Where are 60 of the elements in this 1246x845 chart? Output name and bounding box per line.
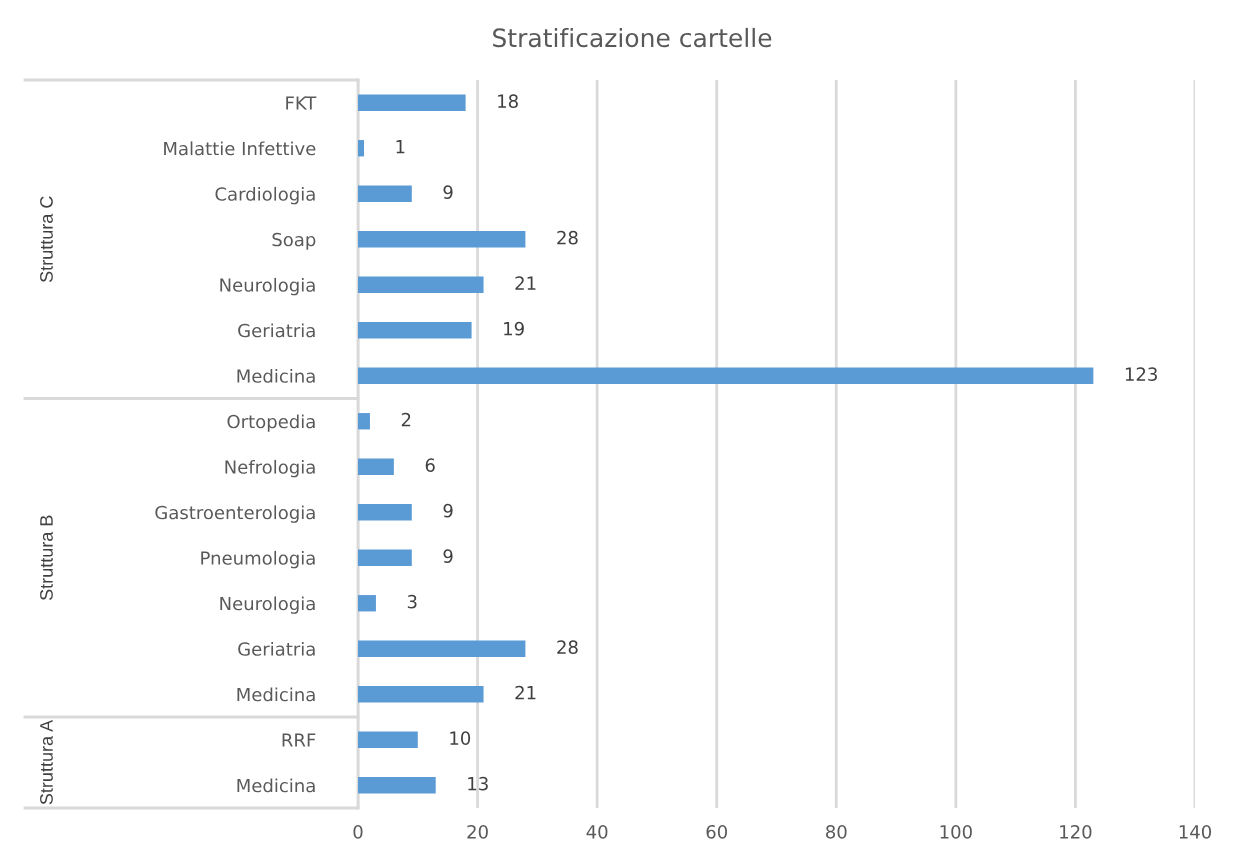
bar bbox=[358, 140, 364, 157]
y-tick-label: Medicina bbox=[237, 687, 315, 702]
y-tick-label: Cardiologia bbox=[215, 186, 315, 205]
bar bbox=[358, 367, 1094, 384]
data-label: 6 bbox=[425, 458, 435, 472]
y-tick-label: FKT bbox=[286, 96, 317, 110]
bar bbox=[358, 549, 412, 566]
chart-title: Stratificazione cartelle bbox=[493, 27, 772, 48]
y-tick-label: Pneumologia bbox=[201, 550, 315, 569]
y-tick-label: Gastroenterologia bbox=[155, 505, 315, 523]
x-tick-label: 0 bbox=[353, 824, 363, 839]
data-label: 21 bbox=[515, 685, 536, 700]
y-tick-label: Medicina bbox=[237, 778, 315, 793]
data-label: 10 bbox=[450, 731, 471, 745]
bar bbox=[358, 94, 466, 111]
data-label: 1 bbox=[396, 140, 405, 154]
bar bbox=[358, 504, 412, 521]
y-tick-label: Geriatria bbox=[238, 641, 315, 656]
data-label: 9 bbox=[443, 185, 453, 199]
bar bbox=[358, 595, 376, 612]
data-label: 18 bbox=[498, 94, 518, 108]
y-tick-label: Geriatria bbox=[238, 323, 315, 338]
x-tick-label: 80 bbox=[826, 824, 847, 839]
data-label: 13 bbox=[468, 776, 488, 791]
y-tick-label: Neurologia bbox=[220, 596, 315, 614]
bar bbox=[358, 413, 370, 430]
data-label: 28 bbox=[557, 230, 578, 245]
text: Struttura B bbox=[40, 515, 53, 601]
y-tick-label: Malattie Infettive bbox=[164, 141, 316, 156]
bar bbox=[358, 458, 394, 475]
y-tick-label: Ortopedia bbox=[227, 414, 315, 432]
text: Struttura C bbox=[40, 196, 53, 283]
y-tick-label: Soap bbox=[272, 232, 316, 250]
data-label: 123 bbox=[1125, 367, 1157, 381]
bar bbox=[358, 731, 418, 748]
bar bbox=[358, 185, 412, 202]
x-tick-label: 100 bbox=[940, 824, 972, 839]
y-tick-label: Medicina bbox=[237, 368, 315, 383]
x-tick-label: 40 bbox=[586, 824, 608, 839]
y-tick-label: RRF bbox=[282, 733, 316, 747]
bar bbox=[358, 276, 484, 293]
bar bbox=[358, 322, 472, 339]
y-tick-label: Nefrologia bbox=[225, 459, 315, 478]
data-label: 9 bbox=[443, 549, 453, 563]
bar bbox=[358, 777, 436, 794]
data-label: 19 bbox=[504, 321, 524, 336]
data-label: 28 bbox=[557, 640, 578, 654]
bar bbox=[358, 686, 484, 703]
y-tick-label: Neurologia bbox=[220, 277, 315, 296]
data-label: 9 bbox=[443, 503, 453, 518]
bar bbox=[358, 231, 526, 248]
data-label: 21 bbox=[515, 276, 536, 290]
text: Struttura A bbox=[40, 719, 53, 805]
x-tick-label: 20 bbox=[467, 824, 488, 839]
data-label: 2 bbox=[401, 412, 411, 427]
x-tick-label: 60 bbox=[706, 824, 727, 839]
bar bbox=[358, 640, 526, 657]
data-label: 3 bbox=[407, 594, 417, 609]
x-tick-label: 120 bbox=[1060, 824, 1092, 839]
x-tick-label: 140 bbox=[1179, 824, 1212, 839]
